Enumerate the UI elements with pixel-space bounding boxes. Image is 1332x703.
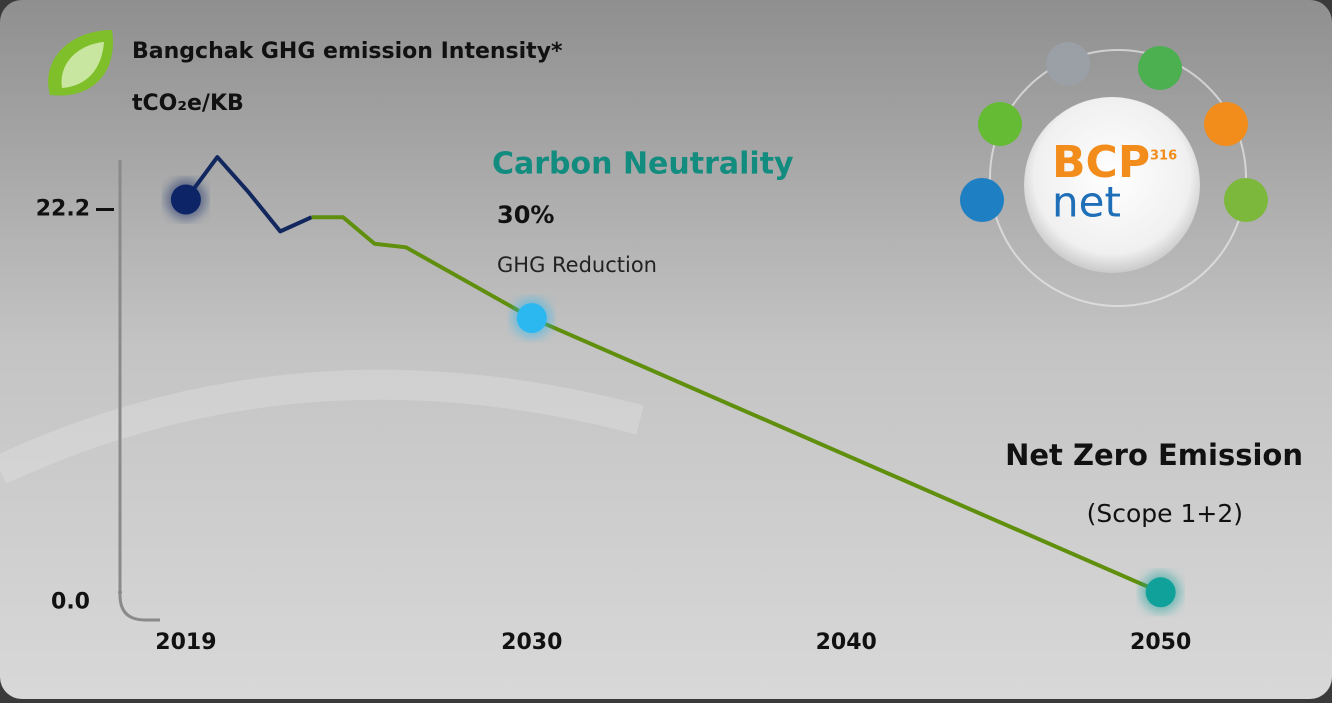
marker (517, 303, 547, 333)
chart-title: Bangchak GHG emission Intensity* (132, 39, 563, 64)
annotation: Carbon Neutrality (492, 147, 794, 182)
x-tick-label: 2019 (155, 630, 216, 655)
x-tick-label: 2040 (816, 630, 877, 655)
annotation: (Scope 1+2) (1087, 499, 1243, 528)
annotation: GHG Reduction (497, 253, 657, 277)
x-tick-label: 2030 (501, 630, 562, 655)
y-tick-label: 0.0 (51, 589, 90, 614)
logo-icon (1224, 178, 1268, 222)
logo-word: net (1052, 178, 1121, 227)
chart: Bangchak GHG emission Intensity* tCO₂e/K… (0, 0, 1332, 699)
logo-icon (1046, 42, 1090, 86)
logo-icon (978, 102, 1022, 146)
marker (1146, 577, 1176, 607)
logo-number: 316 (1150, 149, 1177, 164)
annotation: Net Zero Emission (1005, 438, 1303, 472)
x-tick-label: 2050 (1130, 630, 1191, 655)
y-tick-label: 22.2 (36, 197, 90, 222)
logo-icon (1204, 102, 1248, 146)
logo-icon (960, 178, 1004, 222)
annotation: 30% (497, 201, 554, 229)
logo-icon (1138, 46, 1182, 90)
marker (171, 185, 201, 215)
y-axis-label: tCO₂e/KB (132, 91, 244, 116)
